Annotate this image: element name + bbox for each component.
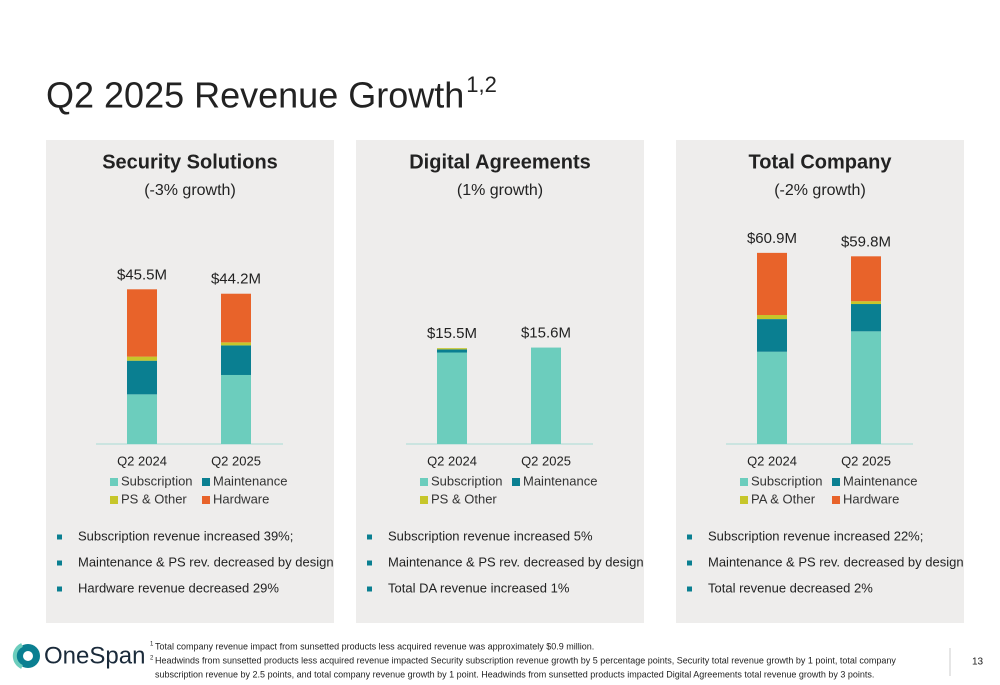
chart-subtitle: (1% growth) [457,182,543,199]
bullet-text: Maintenance & PS rev. decreased by desig… [708,554,964,569]
bullet-text: Maintenance & PS rev. decreased by desig… [78,554,334,569]
legend-label: Hardware [213,491,269,506]
panel [676,140,964,623]
bullet-marker [57,534,62,540]
bar-segment [221,345,251,375]
legend-swatch [740,478,748,486]
bullet-marker [57,560,62,566]
total-label: $15.6M [521,325,571,342]
legend-label: Hardware [843,491,899,506]
legend-label: PS & Other [121,491,187,506]
bullet-marker [367,586,372,592]
x-tick-label: Q2 2025 [211,453,261,468]
x-tick-label: Q2 2025 [841,453,891,468]
total-label: $59.8M [841,233,891,250]
chart-title: Security Solutions [102,151,278,173]
slide-title: Q2 2025 Revenue Growth [46,75,464,116]
bullet-marker [687,586,692,592]
bar-segment [437,348,467,350]
legend-swatch [202,478,210,486]
chart-title: Total Company [749,151,893,173]
bar-segment [757,351,787,444]
legend-label: Maintenance [523,473,597,488]
legend-swatch [110,496,118,504]
logo [12,643,40,669]
bullet-marker [367,560,372,566]
legend-swatch [420,478,428,486]
footnote-text: Headwinds from sunsetted products less a… [155,655,896,665]
panel [46,140,334,623]
bar-segment [757,319,787,352]
bar-segment [221,342,251,346]
bar-segment [127,356,157,361]
legend-label: Subscription [751,473,823,488]
logo-icon-hole [23,651,33,661]
bar-segment [851,331,881,444]
total-label: $15.5M [427,325,477,342]
bullet-text: Subscription revenue increased 39%; [78,528,293,543]
bar-segment [221,374,251,444]
bar-segment [127,360,157,395]
bar-segment [757,315,787,320]
footnote-mark: 2 [150,656,154,662]
bullet-text: Total DA revenue increased 1% [388,580,570,595]
bullet-text: Maintenance & PS rev. decreased by desig… [388,554,644,569]
legend-swatch [110,478,118,486]
legend-label: Subscription [431,473,503,488]
x-tick-label: Q2 2024 [427,453,477,468]
chart-subtitle: (-2% growth) [774,182,866,199]
total-label: $60.9M [747,230,797,247]
legend-swatch [512,478,520,486]
legend-swatch [420,496,428,504]
bullet-marker [367,534,372,540]
bullet-text: Total revenue decreased 2% [708,580,873,595]
bar-segment [757,252,787,316]
bullet-text: Hardware revenue decreased 29% [78,580,279,595]
bar-segment [851,256,881,302]
bar-segment [531,347,561,444]
x-tick-label: Q2 2025 [521,453,571,468]
bar-segment [437,349,467,353]
legend-label: Maintenance [213,473,287,488]
logo-text: OneSpan [44,642,145,669]
legend-swatch [832,478,840,486]
legend-swatch [832,496,840,504]
legend-label: PS & Other [431,491,497,506]
footnote-text: subscription revenue by 2.5 points, and … [155,669,874,679]
footnote-mark: 1 [150,642,154,648]
panel [356,140,644,623]
bar-segment [437,352,467,444]
bullet-marker [57,586,62,592]
bar-segment [127,289,157,357]
x-tick-label: Q2 2024 [117,453,167,468]
total-label: $45.5M [117,266,167,283]
chart-title: Digital Agreements [409,151,591,173]
bar-segment [851,304,881,332]
bar-segment [127,394,157,444]
bullet-marker [687,534,692,540]
bullet-marker [687,560,692,566]
legend-swatch [740,496,748,504]
legend-label: Maintenance [843,473,917,488]
page-number: 13 [972,657,984,668]
bullet-text: Subscription revenue increased 5% [388,528,593,543]
bullet-text: Subscription revenue increased 22%; [708,528,923,543]
x-tick-label: Q2 2024 [747,453,797,468]
legend-label: PA & Other [751,491,816,506]
footnote-text: Total company revenue impact from sunset… [155,641,594,651]
bar-segment [221,293,251,343]
total-label: $44.2M [211,271,261,288]
title-superscript: 1,2 [466,72,497,97]
chart-subtitle: (-3% growth) [144,182,236,199]
bar-segment [851,301,881,305]
legend-label: Subscription [121,473,193,488]
logo-arc [12,643,23,669]
legend-swatch [202,496,210,504]
